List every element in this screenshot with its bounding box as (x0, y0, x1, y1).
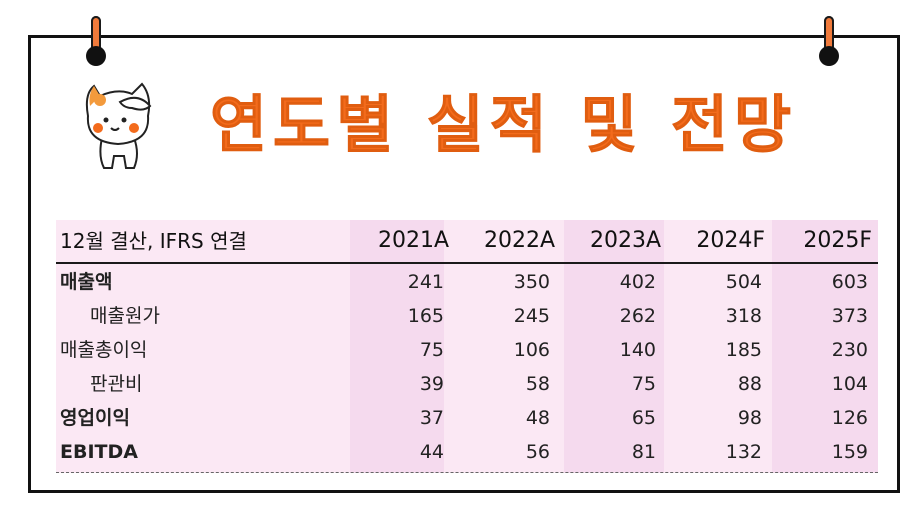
row-value: 58 (525, 373, 550, 395)
page-title: 연도별 실적 및 전망 (209, 88, 798, 162)
row-label: 매출총이익 (60, 339, 148, 361)
row-value: 241 (407, 271, 444, 293)
row-value: 373 (831, 305, 868, 327)
row-value: 603 (831, 271, 868, 293)
header-year: 2021A (377, 228, 449, 253)
header-year: 2023A (589, 228, 661, 253)
row-value: 504 (725, 271, 762, 293)
row-value: 48 (525, 407, 550, 429)
row-value: 132 (725, 441, 762, 463)
row-value: 165 (407, 305, 444, 327)
header-year: 2024F (696, 228, 765, 253)
table-row: 매출총이익 75 106 140 185 230 (56, 333, 878, 367)
row-value: 44 (419, 441, 444, 463)
header-label: 12월 결산, IFRS 연결 (60, 229, 247, 253)
row-value: 402 (619, 271, 656, 293)
row-value: 106 (513, 339, 550, 361)
row-value: 75 (419, 339, 444, 361)
row-label: EBITDA (60, 441, 138, 463)
table-row: 매출원가 165 245 262 318 373 (56, 299, 878, 333)
row-label: 영업이익 (60, 407, 130, 429)
row-value: 350 (513, 271, 550, 293)
row-label: 판관비 (90, 373, 143, 395)
row-value: 159 (831, 441, 868, 463)
row-value: 75 (631, 373, 656, 395)
row-value: 318 (725, 305, 762, 327)
row-value: 262 (619, 305, 656, 327)
row-value: 245 (513, 305, 550, 327)
header-year: 2025F (803, 228, 872, 253)
row-value: 81 (631, 441, 656, 463)
table-row: EBITDA 44 56 81 132 159 (56, 435, 878, 469)
row-value: 56 (525, 441, 550, 463)
table-row: 영업이익 37 48 65 98 126 (56, 401, 878, 435)
table-row: 판관비 39 58 75 88 104 (56, 367, 878, 401)
row-value: 88 (737, 373, 762, 395)
row-label: 매출원가 (90, 305, 160, 327)
cat-mascot-icon (85, 82, 152, 169)
row-label: 매출액 (60, 271, 113, 293)
row-value: 104 (831, 373, 868, 395)
financial-table: 12월 결산, IFRS 연결 2021A 2022A 2023A 2024F … (56, 220, 878, 473)
row-value: 126 (831, 407, 868, 429)
table-bottom-rule (56, 472, 878, 473)
header-divider (56, 262, 878, 264)
header-year: 2022A (483, 228, 555, 253)
row-value: 230 (831, 339, 868, 361)
table-row: 매출액 241 350 402 504 603 (56, 265, 878, 299)
table-header-row: 12월 결산, IFRS 연결 2021A 2022A 2023A 2024F … (56, 220, 878, 262)
row-value: 140 (619, 339, 656, 361)
row-value: 185 (725, 339, 762, 361)
row-value: 65 (631, 407, 656, 429)
row-value: 98 (737, 407, 762, 429)
row-value: 37 (419, 407, 444, 429)
row-value: 39 (419, 373, 444, 395)
